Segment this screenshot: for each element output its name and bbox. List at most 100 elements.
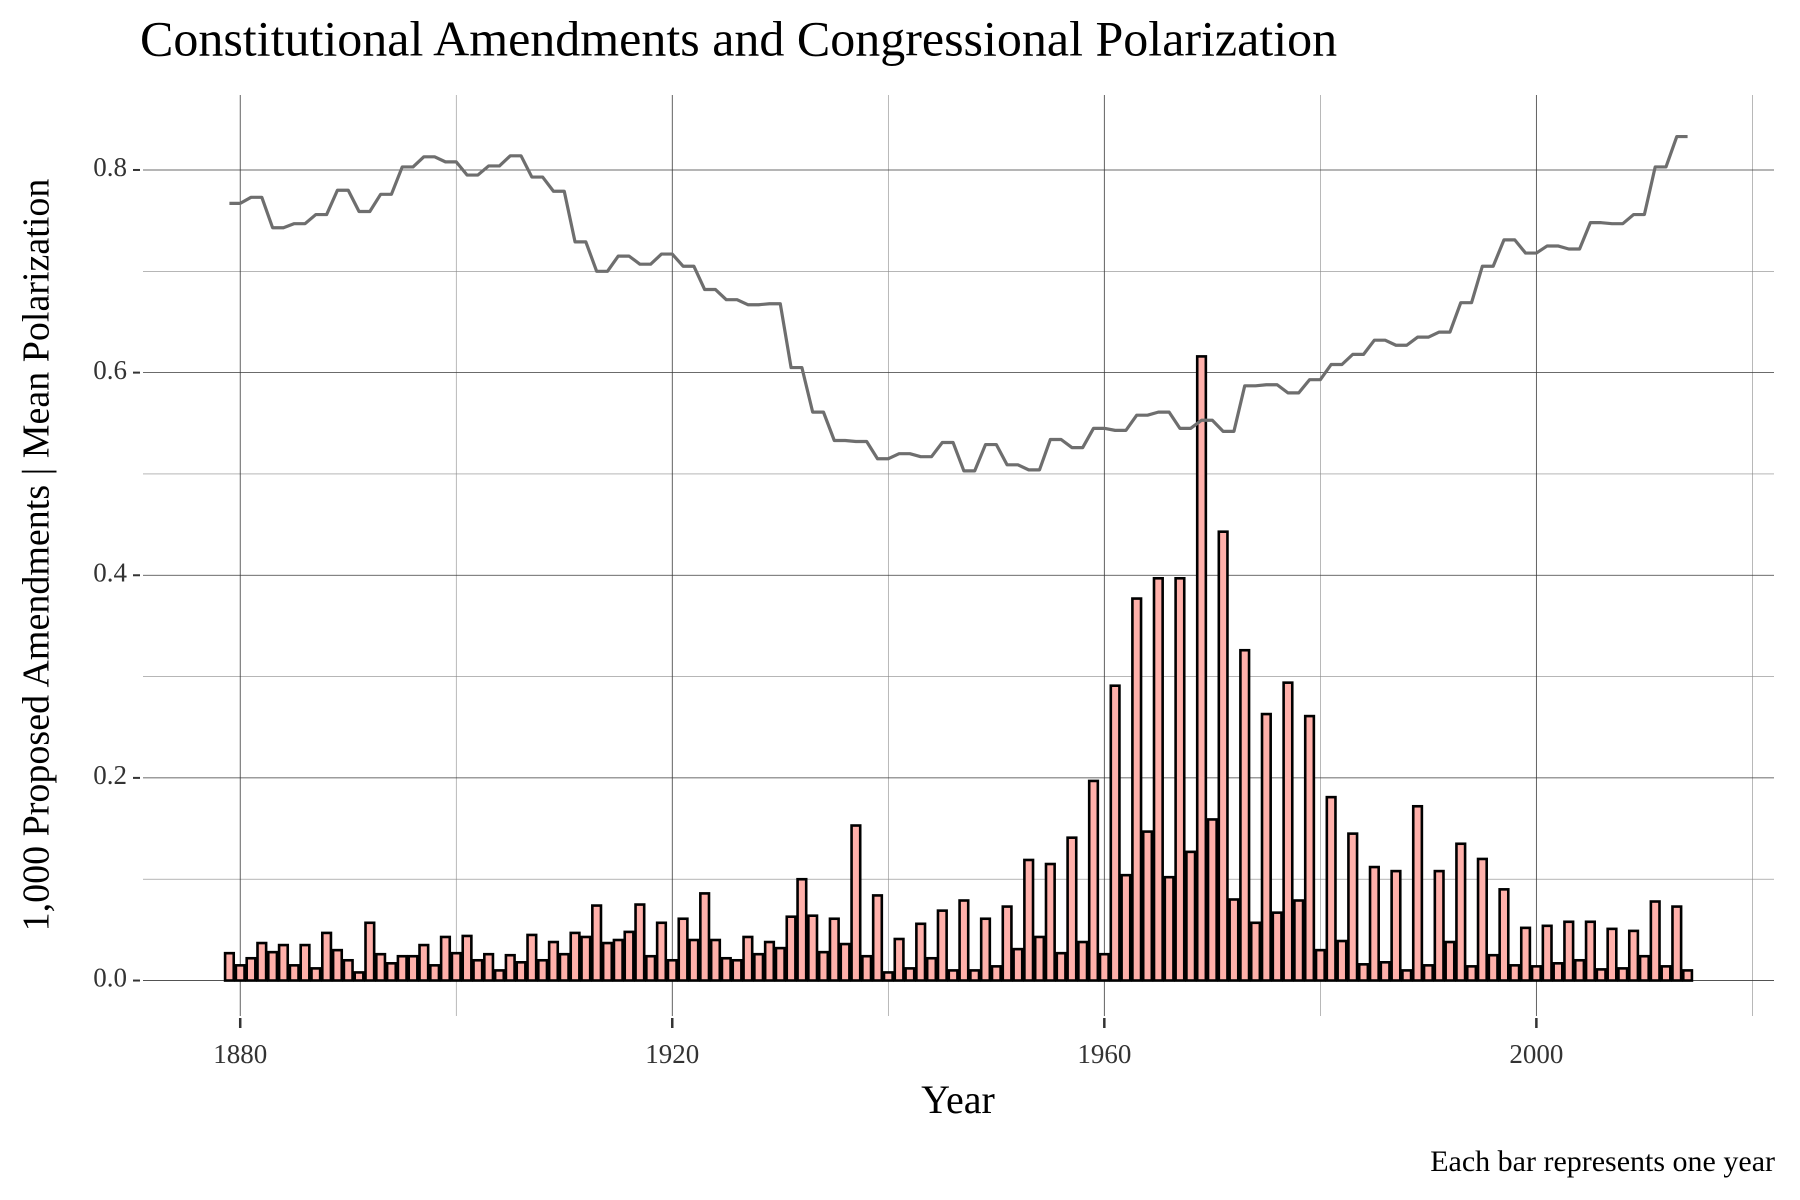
bar [612,938,624,982]
chart-title: Constitutional Amendments and Congressio… [140,10,1337,66]
bar [375,952,387,982]
bar [1109,684,1121,982]
grid: 0.0 0.2 0.4 0.6 0.8 1880 1920 1960 2000 [93,95,1774,1069]
bar [385,962,398,982]
bar [342,958,354,982]
bar [1476,857,1488,982]
bar [915,922,927,982]
bar [569,931,581,982]
bar [1455,842,1467,982]
bar [310,967,322,982]
bar [1001,905,1013,982]
bar [1282,681,1294,982]
x-tick-label: 1880 [213,1039,267,1069]
bar [547,940,560,982]
y-tick-label: 0.0 [93,963,127,993]
caption: Each bar represents one year [1430,1145,1775,1178]
y-tick-label: 0.2 [93,760,127,790]
bar [936,909,948,982]
bar [850,824,862,982]
bar [1509,964,1521,982]
bar [1260,712,1272,982]
bar [1433,869,1445,982]
bar [1390,869,1402,982]
bar [817,950,830,982]
bar [1649,900,1661,982]
bar [1357,963,1370,982]
bar [861,954,873,982]
bar [677,917,689,982]
bar [763,940,776,982]
bar [1249,921,1262,982]
bar [461,934,473,982]
bar [893,937,905,982]
bar [1681,969,1694,982]
bar [299,943,311,982]
bar [882,971,894,982]
bar [1163,875,1175,982]
bar [1563,920,1575,982]
bar [1185,850,1197,982]
bar [990,965,1002,982]
bar [655,921,668,982]
bar [1033,935,1046,982]
bar [1573,958,1586,982]
marks [223,134,1694,982]
bar [666,958,678,982]
bar [1530,965,1542,982]
bar [223,951,236,982]
bar [321,931,333,982]
bar [1044,862,1056,982]
bar [1347,832,1359,982]
bar [1487,953,1499,982]
bar [472,958,484,982]
bar [483,952,495,982]
bar [925,956,938,982]
bar [580,935,592,982]
bar [958,899,970,982]
y-tick-label: 0.6 [93,355,127,385]
x-axis-title: Year [921,1077,995,1122]
bar [709,938,722,982]
y-tick-label: 0.4 [93,557,127,587]
bar [947,969,959,982]
bar [601,941,614,982]
bar [1077,940,1089,982]
bar [1152,576,1164,982]
bar [537,958,549,982]
bar [1336,939,1348,982]
bar [1552,962,1564,982]
bar [796,877,808,982]
bar [407,954,419,982]
bar [493,969,506,982]
bar [1195,355,1208,982]
bar [364,921,376,982]
bar [1239,648,1251,982]
bar [1595,968,1607,982]
bar [904,967,916,982]
bar [1638,954,1651,982]
bar [439,935,452,982]
bar [1120,873,1132,982]
y-axis-title: 1,000 Proposed Amendments | Mean Polariz… [16,179,58,932]
bar [450,951,462,982]
bar [396,954,408,982]
bar [234,964,246,982]
bar [591,904,603,982]
bar [1303,714,1316,982]
bar [1498,888,1510,982]
bar [331,948,344,982]
bar [1023,858,1035,982]
bar [245,956,257,982]
bar [807,914,819,982]
bar [645,954,657,982]
bar [1401,969,1413,982]
bar [720,956,732,982]
bar [1012,947,1024,982]
bar [1087,779,1100,982]
bar [418,943,430,982]
bar [1444,940,1456,982]
bar [1606,927,1618,982]
bar [1098,952,1110,982]
